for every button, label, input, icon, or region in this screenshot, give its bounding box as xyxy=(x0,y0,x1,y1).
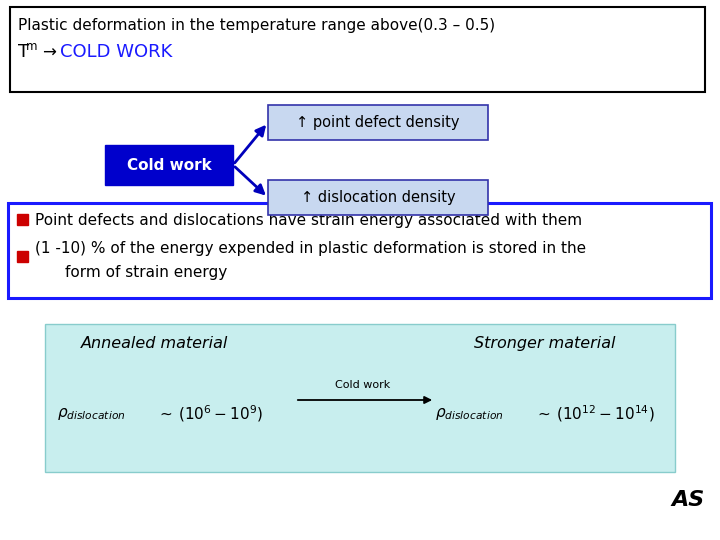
FancyBboxPatch shape xyxy=(105,145,233,185)
Text: Point defects and dislocations have strain energy associated with them: Point defects and dislocations have stra… xyxy=(35,213,582,227)
FancyBboxPatch shape xyxy=(268,180,488,215)
Text: form of strain energy: form of strain energy xyxy=(65,265,228,280)
Text: Cold work: Cold work xyxy=(336,380,391,390)
Text: Plastic deformation in the temperature range above(0.3 – 0.5): Plastic deformation in the temperature r… xyxy=(18,18,495,33)
Text: AS: AS xyxy=(672,490,705,510)
Text: ↑ dislocation density: ↑ dislocation density xyxy=(301,190,455,205)
Text: $\sim\,(10^{6}-10^{9})$: $\sim\,(10^{6}-10^{9})$ xyxy=(157,404,263,424)
Text: $\rho_{dislocation}$: $\rho_{dislocation}$ xyxy=(435,406,503,422)
Text: COLD WORK: COLD WORK xyxy=(60,43,172,61)
Text: T: T xyxy=(18,43,29,61)
Text: Annealed material: Annealed material xyxy=(81,336,229,351)
Text: m: m xyxy=(26,40,37,53)
FancyBboxPatch shape xyxy=(8,203,711,298)
Bar xyxy=(17,251,28,262)
Text: Stronger material: Stronger material xyxy=(474,336,616,351)
FancyBboxPatch shape xyxy=(10,7,705,92)
Text: (1 -10) % of the energy expended in plastic deformation is stored in the: (1 -10) % of the energy expended in plas… xyxy=(35,241,586,256)
FancyBboxPatch shape xyxy=(45,324,675,472)
Text: $\sim\,(10^{12}-10^{14})$: $\sim\,(10^{12}-10^{14})$ xyxy=(535,404,654,424)
Text: Cold work: Cold work xyxy=(127,158,212,172)
FancyBboxPatch shape xyxy=(268,105,488,140)
Text: $\rho_{dislocation}$: $\rho_{dislocation}$ xyxy=(57,406,125,422)
Bar xyxy=(17,214,28,225)
Text: $\rightarrow$: $\rightarrow$ xyxy=(34,43,62,61)
Text: ↑ point defect density: ↑ point defect density xyxy=(296,115,460,130)
